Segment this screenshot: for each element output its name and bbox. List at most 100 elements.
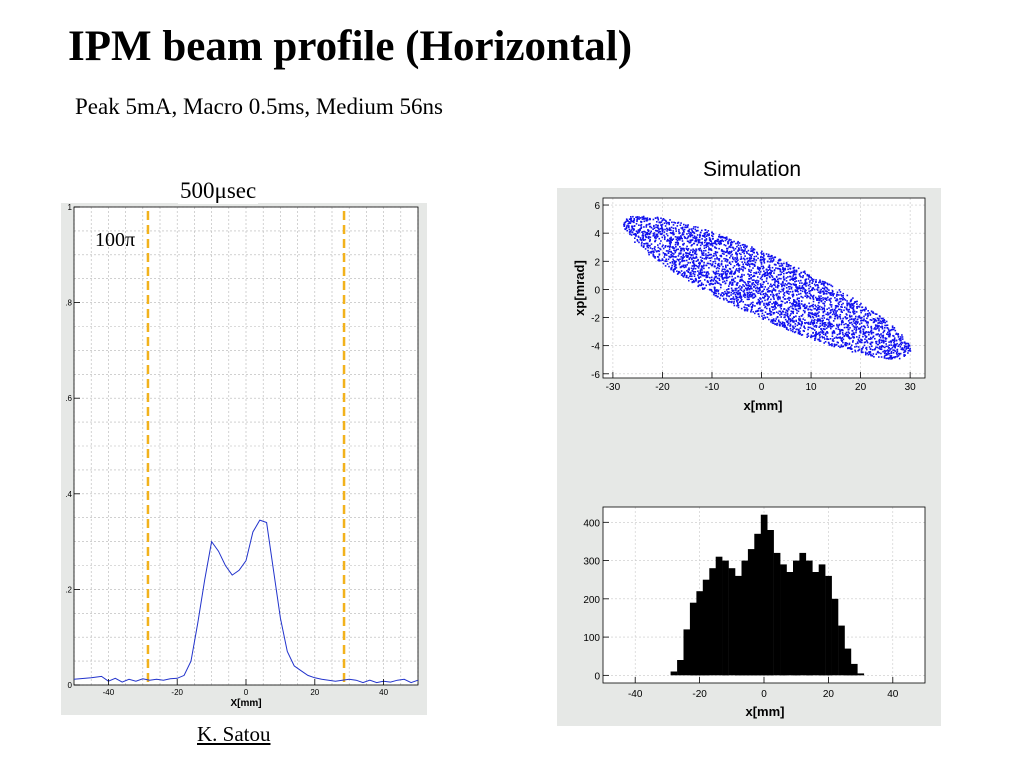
scatter-point [692,227,695,230]
scatter-point [793,271,796,274]
scatter-point [760,284,762,286]
scatter-point [672,247,674,249]
scatter-point [766,272,768,274]
scatter-point [658,231,661,233]
scatter-point [726,259,729,261]
scatter-point [761,275,764,277]
scatter-point [696,265,699,268]
scatter-point [854,312,856,315]
scatter-point [798,304,801,306]
scatter-point [805,278,808,280]
scatter-point [864,334,866,337]
x-tick-label: -40 [103,688,115,697]
scatter-point [863,333,866,335]
scatter-point [824,292,826,295]
scatter-point [660,240,662,242]
scatter-point [633,225,636,227]
y-tick-label: .6 [65,394,72,403]
scatter-point [704,240,707,242]
scatter-point [719,242,721,245]
scatter-point [733,249,735,251]
histogram-bar [805,560,813,676]
scatter-point [680,235,682,237]
scatter-point [785,287,788,289]
credit-link[interactable]: K. Satou [197,722,271,746]
scatter-point [742,301,744,303]
scatter-point [653,224,655,227]
scatter-point [746,295,749,297]
scatter-point [729,268,732,270]
scatter-point [819,298,821,301]
scatter-point [714,272,716,275]
scatter-point [673,253,675,255]
scatter-point [826,282,829,285]
scatter-point [805,293,807,295]
scatter-point [830,294,833,296]
scatter-point [739,288,742,290]
scatter-point [685,224,687,227]
scatter-point [679,239,681,241]
scatter-point [679,232,681,234]
scatter-point [800,303,803,305]
scatter-point [774,256,777,259]
scatter-point [813,313,815,315]
scatter-point [812,305,814,308]
scatter-point [754,287,757,290]
scatter-point [812,316,815,319]
scatter-point [862,328,864,331]
scatter-point [765,268,768,271]
histogram-bar [799,552,807,676]
scatter-point [745,263,747,265]
scatter-point [887,352,890,355]
scatter-point [848,308,850,311]
scatter-point [840,310,843,313]
scatter-point [838,303,840,306]
scatter-point [664,260,667,263]
scatter-point [746,245,748,247]
scatter-point [696,236,698,239]
scatter-point [796,297,799,300]
scatter-point [850,315,853,317]
scatter-point [815,332,817,334]
scatter-point [851,307,853,309]
scatter-point [777,312,780,315]
scatter-point [819,308,821,311]
scatter-point [858,348,861,351]
scatter-point [844,306,846,309]
scatter-point [680,237,683,239]
scatter-point [869,331,871,334]
scatter-point [748,291,751,294]
scatter-point [715,240,717,242]
scatter-point [712,232,714,235]
scatter-point [826,288,829,290]
scatter-point [803,325,805,328]
scatter-point [863,309,866,312]
scatter-point [838,323,841,326]
scatter-point [693,257,695,260]
scatter-point [878,341,881,343]
scatter-point [722,281,724,283]
scatter-point [660,227,662,230]
scatter-point [796,287,798,290]
scatter-point [682,229,685,231]
scatter-point [872,335,875,337]
scatter-point [723,236,725,239]
scatter-point [817,306,819,309]
scatter-point [814,339,816,341]
scatter-point [822,319,824,322]
scatter-point [720,273,723,275]
scatter-point [771,284,773,287]
scatter-point [855,300,857,303]
scatter-point [699,256,702,258]
x-tick-label: 0 [761,689,767,700]
scatter-point [807,314,810,316]
scatter-point [687,235,690,237]
scatter-point [717,242,720,244]
scatter-point [780,316,782,318]
scatter-point [658,250,660,253]
scatter-point [814,319,816,321]
scatter-point [760,255,762,258]
scatter-point [847,325,849,327]
scatter-point [681,228,684,230]
scatter-point [816,333,819,335]
